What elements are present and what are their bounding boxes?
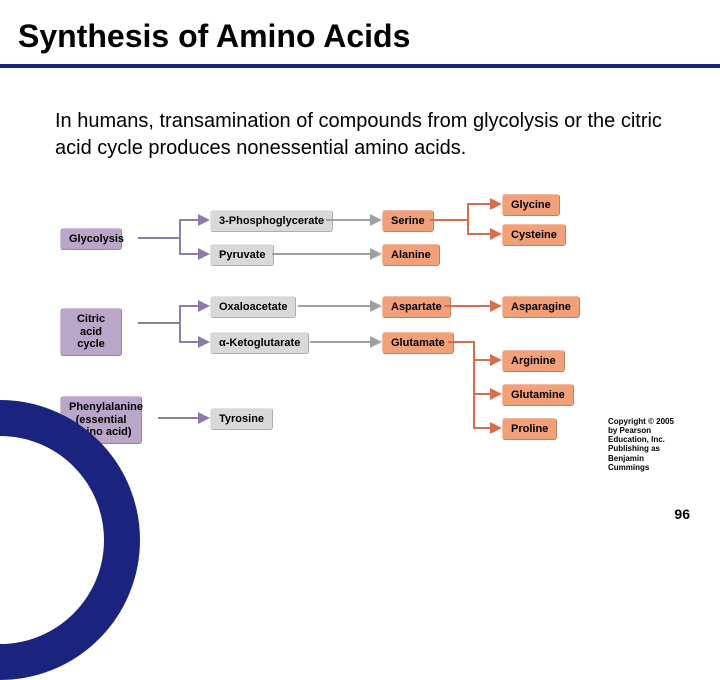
arrow-serine-cysteine [430,220,500,234]
title-bar: Synthesis of Amino Acids [0,0,720,68]
arrow-glycolysis-pyruvate [138,238,208,254]
slide-title: Synthesis of Amino Acids [0,0,720,55]
arrow-glutamate-proline [448,342,500,428]
body-text: In humans, transamination of compounds f… [55,108,680,162]
arrow-citric-akg [138,323,208,342]
arrow-serine-glycine [430,204,500,220]
copyright: Copyright © 2005 by Pearson Education, I… [608,417,682,472]
page-number: 96 [674,506,690,522]
diagram: Glycolysis Citric acid cycle Phenylalani… [60,196,670,476]
slide: Synthesis of Amino Acids In humans, tran… [0,0,720,540]
arrows [60,196,670,476]
arrow-citric-oaa [138,306,208,323]
arrow-glycolysis-3pg [138,220,208,238]
